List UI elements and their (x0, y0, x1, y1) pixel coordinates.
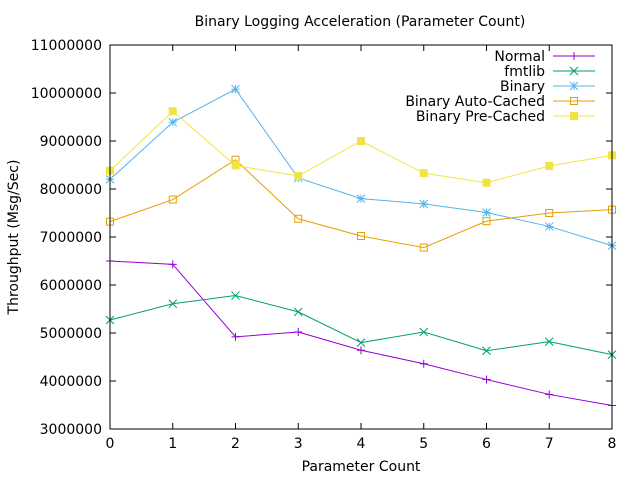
data-point (545, 209, 554, 217)
data-point (482, 217, 491, 226)
data-point (294, 172, 303, 181)
legend-swatch-marker (570, 112, 578, 120)
legend-label: fmtlib (504, 64, 545, 80)
chart-title: Binary Logging Acceleration (Parameter C… (195, 14, 526, 30)
data-point (168, 107, 177, 116)
y-tick-label: 6000000 (40, 278, 102, 294)
data-point (231, 291, 240, 300)
data-point (544, 337, 554, 346)
legend-label: Normal (494, 49, 545, 65)
legend-label: Binary Pre-Cached (416, 109, 545, 125)
data-point (231, 161, 240, 170)
data-point (482, 346, 491, 356)
plot-area (105, 84, 617, 410)
data-point (419, 243, 428, 252)
x-tick-label: 2 (231, 436, 240, 452)
series-binary-pre-cached (106, 107, 616, 187)
y-tick-label: 4000000 (40, 374, 102, 390)
legend-swatch-marker (569, 81, 579, 91)
legend-swatch-marker (570, 52, 578, 60)
x-tick-label: 4 (357, 436, 366, 452)
data-point (168, 299, 178, 309)
y-tick-label: 7000000 (40, 230, 102, 246)
legend-label: Binary (500, 79, 545, 95)
x-tick-label: 8 (608, 436, 617, 452)
y-tick-label: 3000000 (40, 422, 102, 438)
data-point (544, 222, 554, 231)
data-point (482, 208, 491, 217)
legend-label: Binary Auto-Cached (405, 94, 545, 110)
x-tick-label: 5 (419, 436, 428, 452)
x-axis-title: Parameter Count (302, 459, 421, 475)
y-axis-title: Throughput (Msg/Sec) (6, 160, 22, 316)
x-tick-label: 1 (168, 436, 177, 452)
series-line (109, 260, 613, 406)
x-tick-label: 7 (545, 436, 554, 452)
y-axis: 3000000 4000000 5000000 6000000 7000000 80000… (31, 38, 612, 438)
data-point (294, 214, 303, 223)
data-point (482, 375, 491, 384)
legend-swatch-marker (569, 66, 579, 76)
data-point (419, 359, 428, 368)
data-point (357, 346, 365, 355)
series-binary-auto-cached (106, 155, 616, 252)
data-point (419, 327, 429, 337)
series-line (109, 159, 613, 249)
data-point (357, 137, 365, 145)
data-point (168, 195, 177, 204)
x-tick-label: 6 (482, 436, 491, 452)
data-point (168, 117, 178, 127)
y-tick-label: 8000000 (40, 182, 102, 198)
data-point (231, 84, 240, 94)
y-tick-label: 5000000 (40, 326, 102, 342)
data-point (419, 199, 429, 209)
y-tick-label: 11000000 (31, 38, 102, 54)
x-tick-label: 0 (106, 436, 115, 452)
data-point (482, 178, 491, 187)
data-point (545, 161, 554, 170)
data-point (545, 390, 554, 399)
legend-swatch-marker (570, 97, 578, 105)
series-line (109, 295, 613, 356)
x-axis: 0 1 2 3 4 5 6 7 8 (106, 45, 617, 452)
data-point (357, 232, 365, 241)
data-point (293, 307, 303, 317)
series-fmtlib (105, 291, 617, 359)
series-normal (106, 257, 616, 410)
data-point (168, 260, 177, 269)
data-point (356, 338, 366, 347)
x-tick-label: 3 (294, 436, 303, 452)
y-tick-label: 10000000 (31, 86, 102, 102)
data-point (419, 169, 428, 178)
data-point (294, 328, 303, 337)
y-tick-label: 9000000 (40, 134, 102, 150)
data-point (356, 194, 366, 203)
data-point (231, 332, 240, 341)
